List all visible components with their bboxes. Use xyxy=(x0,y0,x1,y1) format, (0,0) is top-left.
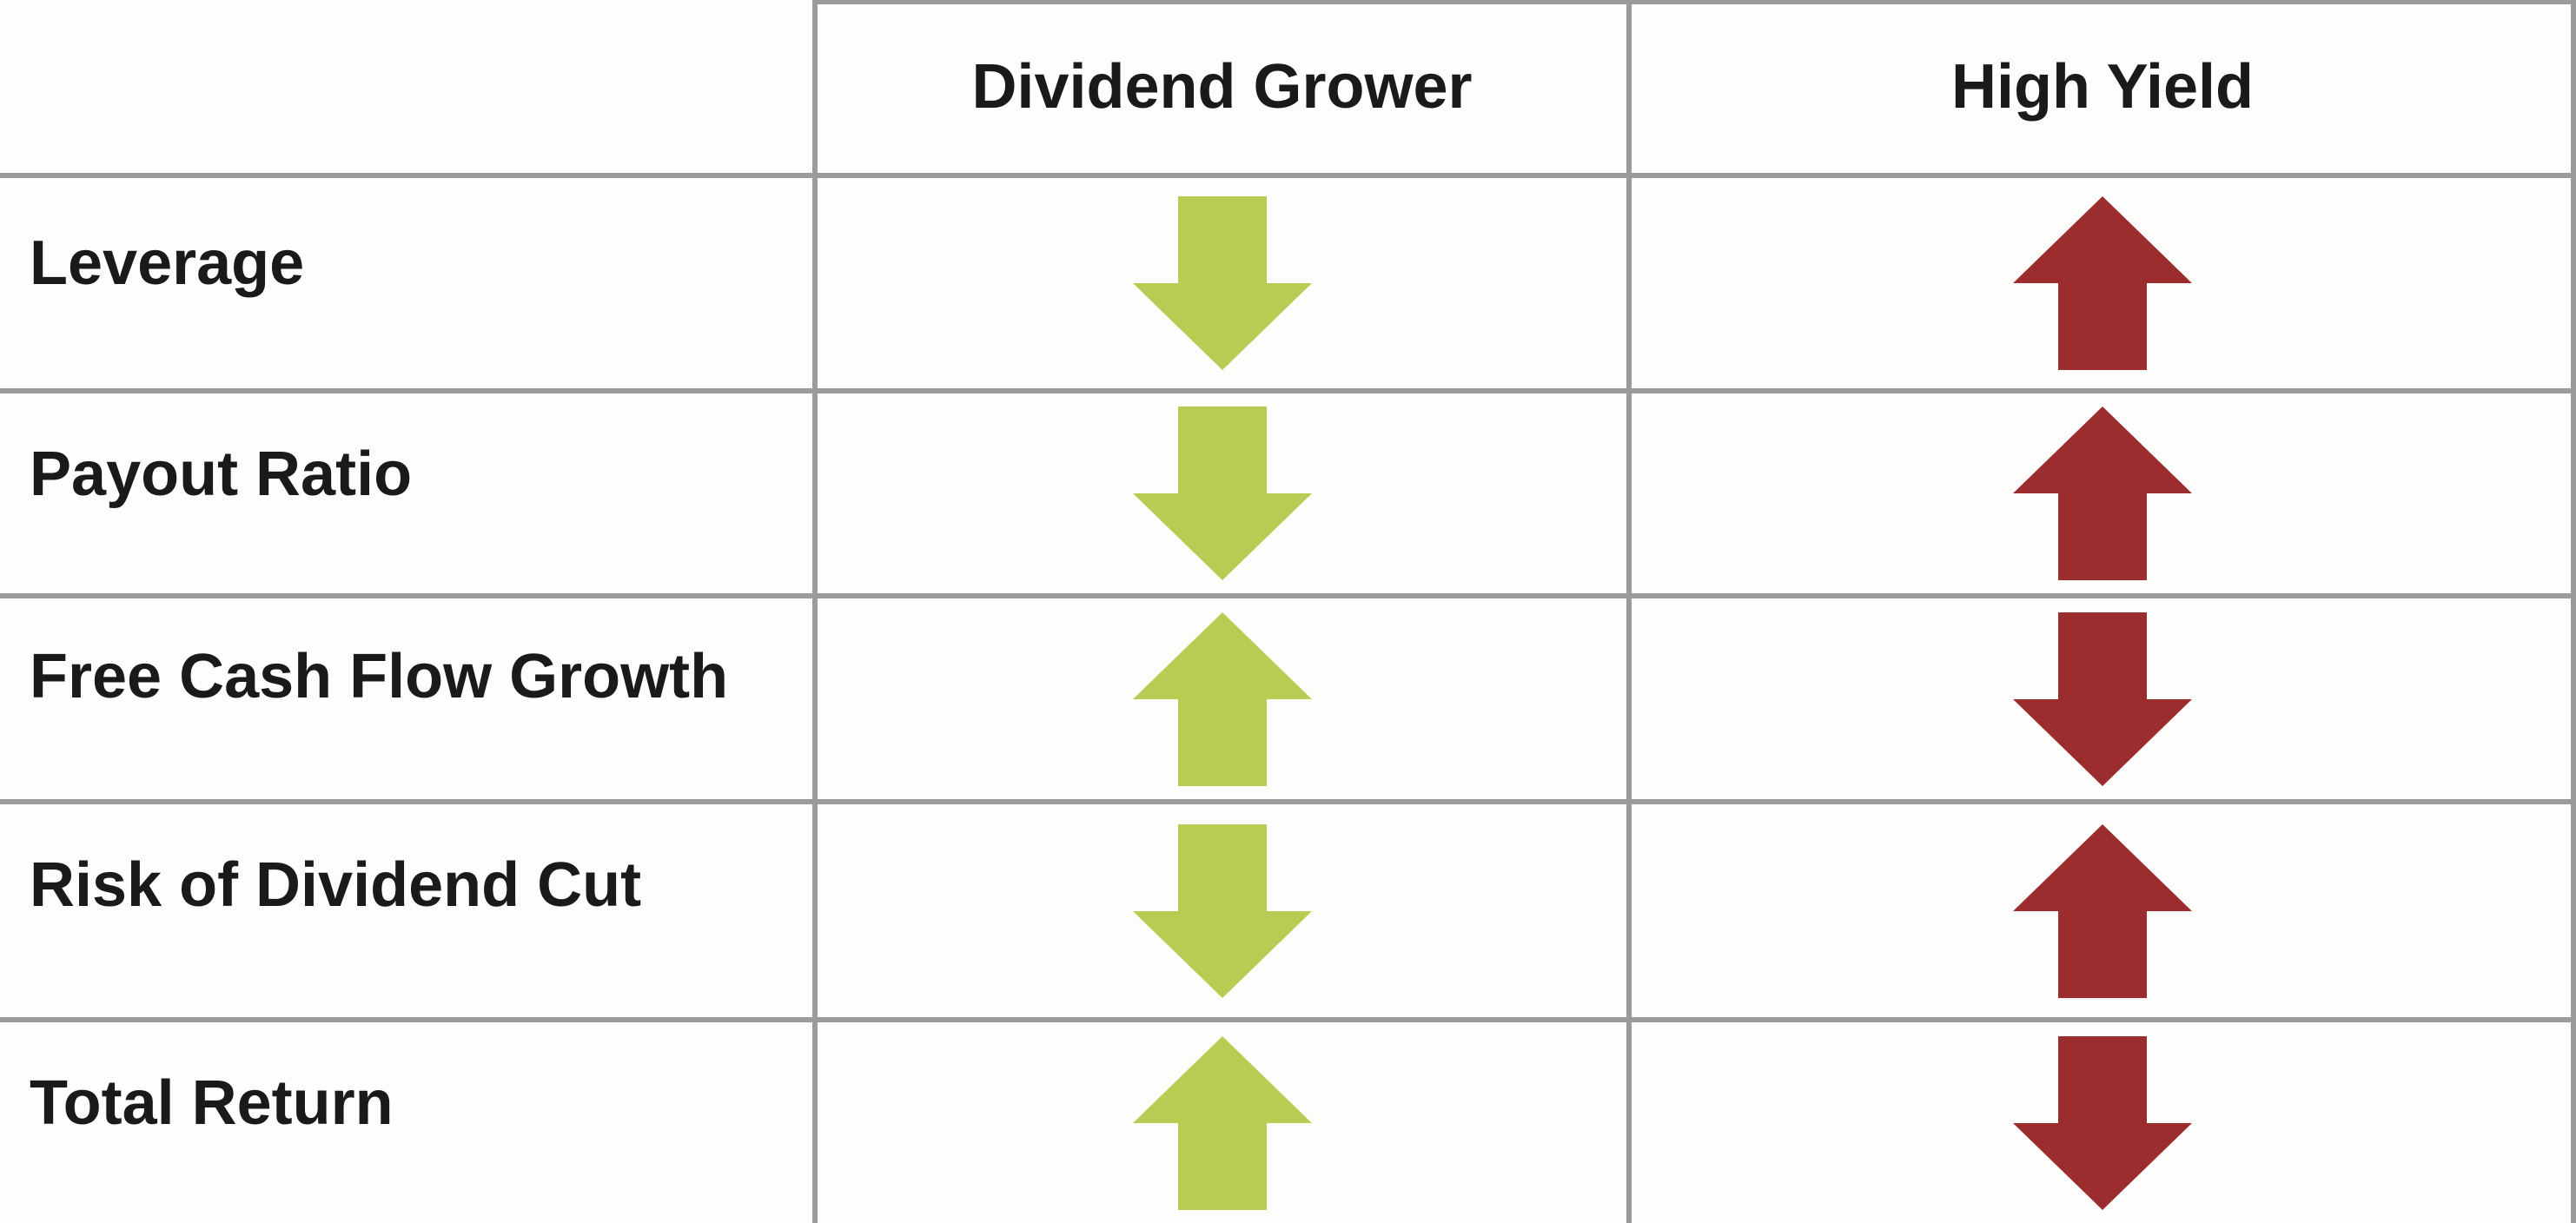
arrow-down-icon xyxy=(2013,612,2192,786)
high-yield-cell xyxy=(1632,178,2573,388)
arrow-up-icon xyxy=(2013,196,2192,370)
row-label-payout-ratio: Payout Ratio xyxy=(30,439,413,509)
row-label-free-cash-flow-growth: Free Cash Flow Growth xyxy=(30,642,729,711)
arrow-down-icon xyxy=(1132,407,1312,580)
dividend-grower-cell xyxy=(818,804,1626,1017)
column-header-dividend-grower: Dividend Grower xyxy=(971,52,1473,122)
high-yield-cell xyxy=(1632,598,2573,799)
dividend-grower-cell xyxy=(818,1022,1626,1223)
high-yield-cell xyxy=(1632,393,2573,593)
arrow-down-icon xyxy=(1132,823,1312,998)
high-yield-cell xyxy=(1632,804,2573,1017)
row-label-risk-of-dividend-cut: Risk of Dividend Cut xyxy=(30,849,642,920)
arrow-up-icon xyxy=(2013,823,2192,998)
arrow-up-icon xyxy=(2013,407,2192,580)
dividend-grower-cell xyxy=(818,393,1626,593)
dividend-grower-cell xyxy=(818,178,1626,388)
dividend-grower-cell xyxy=(818,598,1626,799)
arrow-up-icon xyxy=(1132,612,1312,786)
arrow-down-icon xyxy=(1132,196,1312,370)
arrow-down-icon xyxy=(2013,1035,2192,1210)
column-header-high-yield: High Yield xyxy=(1950,52,2255,122)
arrow-up-icon xyxy=(1132,1035,1312,1210)
row-label-total-return: Total Return xyxy=(30,1068,394,1138)
row-label-leverage: Leverage xyxy=(30,228,305,298)
high-yield-cell xyxy=(1632,1022,2573,1223)
